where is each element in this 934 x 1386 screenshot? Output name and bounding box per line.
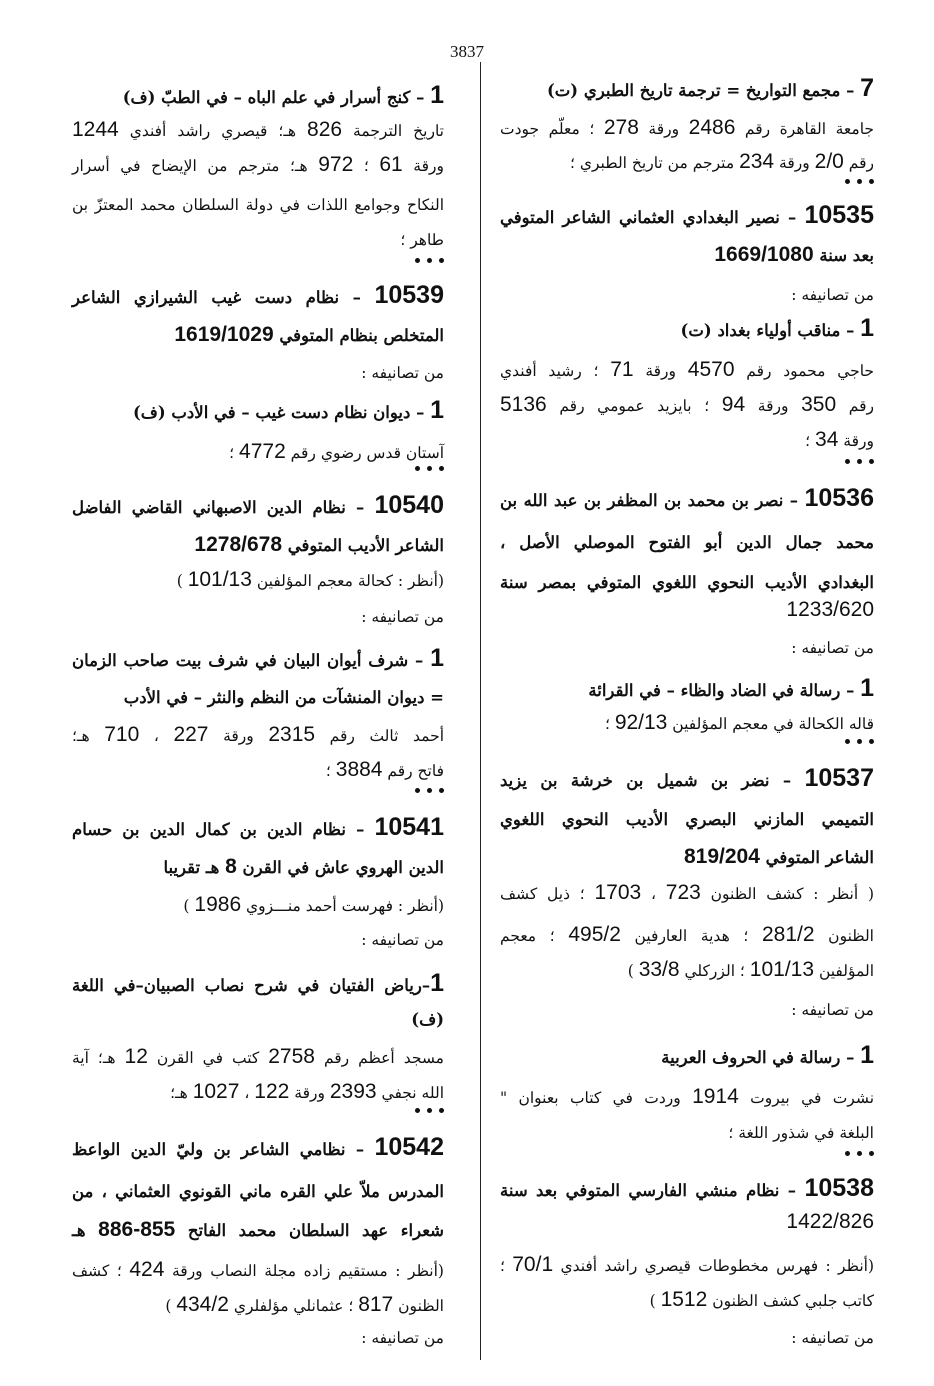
- right-column-heading-line: 1 – مناقب أولياء بغداد (ت): [680, 314, 874, 342]
- right-column-text-line: البلغة في شذور اللغة ؛: [728, 1124, 874, 1142]
- left-column-text-line: (أنظر : كحالة معجم المؤلفين 101/13 ): [176, 568, 444, 591]
- right-column-heading-line: بعد سنة 1669/1080: [714, 243, 874, 266]
- right-column-text-line: 1233/620: [786, 598, 874, 621]
- section-separator-dots: [845, 1151, 874, 1159]
- right-column-text-line: رقم 350 ورقة 94 ؛ بايزيد عمومي رقم 5136: [500, 393, 874, 416]
- left-column-heading-line: 1 – شرف أيوان البيان في شرف بيت صاحب الز…: [72, 644, 444, 672]
- left-column-text-line: أحمد ثالث رقم 2315 ورقة 227 ، 710 هـ؛: [72, 723, 444, 746]
- column-divider: [480, 62, 481, 1360]
- right-column-heading-line: 10536 – نصر بن محمد بن المظفر بن عبد الل…: [500, 484, 874, 512]
- right-column-text-line: المؤلفين 101/13 ؛ الزركلي 33/8 ): [627, 958, 874, 981]
- left-column-heading-line: 10541 – نظام الدين بن كمال الدين بن حسام: [72, 813, 444, 841]
- right-column-heading-line: التميمي المازني البصري الأديب النحوي الل…: [500, 810, 874, 829]
- left-column-heading-line: 1 – ديوان نظام دست غيب – في الأدب (ف): [132, 396, 444, 424]
- right-column-text-line: ( أنظر : كشف الظنون 723 ، 1703 ؛ ذيل كشف: [500, 881, 874, 904]
- left-column-text-line: الله نجفي 2393 ورقة 122 ، 1027 هـ؛: [170, 1080, 444, 1103]
- left-column-text-line: ورقة 61 ؛ 972 هـ؛ مترجم من الإيضاح في أس…: [72, 153, 445, 176]
- right-column-heading-line: 10535 – نصير البغدادي العثماني الشاعر ال…: [500, 201, 874, 229]
- page-number: 3837: [450, 42, 484, 61]
- right-column-heading-line: البغدادي الأديب النحوي اللغوي المتوفي بم…: [500, 573, 874, 592]
- section-separator-dots: [415, 466, 444, 474]
- left-column-heading-line: (ف): [411, 1010, 444, 1029]
- left-column-text-line: (أنظر : فهرست أحمد منـــزوي 1986 ): [183, 893, 444, 916]
- left-column-heading-line: 10540 – نظام الدين الاصبهاني القاضي الفا…: [72, 491, 444, 519]
- right-column-heading-line: 10537 – نضر بن شميل بن خرشة بن يزيد: [500, 764, 874, 792]
- left-column-heading-line: 1 – كنج أسرار في علم الباه – في الطبّ (ف…: [122, 81, 444, 109]
- right-column-text-line: نشرت في بيروت 1914 وردت في كتاب بعنوان ": [500, 1085, 875, 1108]
- right-column: 7 – مجمع التواريخ = ترجمة تاريخ الطبري (…: [500, 0, 874, 1386]
- left-column-heading-line: المتخلص بنظام المتوفي 1619/1029: [174, 323, 444, 346]
- left-column-text-line: من تصانيفه :: [361, 931, 444, 949]
- left-column-text-line: مسجد أعظم رقم 2758 كتب في القرن 12 هـ؛ آ…: [72, 1045, 444, 1068]
- left-column-text-line: آستان قدس رضوي رقم 4772 ؛: [229, 440, 444, 463]
- left-column-heading-line: الدين الهروي عاش في القرن 8 هـ تقريبا: [163, 855, 444, 878]
- right-column-heading-line: 1 – رسالة في الضاد والظاء – في القرائة: [588, 674, 874, 702]
- left-column-heading-line: المدرس ملاّ علي القره ماني القونوي العثم…: [72, 1182, 444, 1201]
- left-column-text-line: النكاح وجوامع اللذات في دولة السلطان محم…: [72, 196, 444, 214]
- right-column-heading-line: 7 – مجمع التواريخ = ترجمة تاريخ الطبري (…: [546, 74, 874, 102]
- left-column-text-line: الظنون 817 ؛ عثمانلي مؤلفلري 434/2 ): [165, 1293, 444, 1316]
- right-column-heading-line: 10538 – نظام منشي الفارسي المتوفي بعد سن…: [500, 1174, 874, 1202]
- left-column-heading-line: = ديوان المنشآت من النظم والنثر – في الأ…: [123, 688, 444, 707]
- right-column-text-line: من تصانيفه :: [791, 1001, 874, 1019]
- right-column-text-line: حاجي محمود رقم 4570 ورقة 71 ؛ رشيد أفندي: [500, 358, 874, 381]
- right-column-heading-line: محمد جمال الدين أبو الفتوح الموصلي الأصل…: [500, 533, 874, 552]
- right-column-text-line: من تصانيفه :: [791, 639, 874, 657]
- left-column: 1 – كنج أسرار في علم الباه – في الطبّ (ف…: [72, 0, 444, 1386]
- left-column-heading-line: 1–رياض الفتيان في شرح نصاب الصبيان–في ال…: [72, 969, 444, 997]
- left-column-text-line: من تصانيفه :: [361, 1329, 444, 1347]
- left-column-text-line: تاريخ الترجمة 826 هـ؛ قيصري راشد أفندي 1…: [72, 118, 444, 141]
- right-column-text-line: الظنون 281/2 ؛ هدية العارفين 495/2 ؛ معج…: [500, 923, 874, 946]
- right-column-heading-line: الشاعر المتوفي 819/204: [683, 845, 874, 868]
- right-column-text-line: من تصانيفه :: [791, 1329, 874, 1347]
- right-column-text-line: قاله الكحالة في معجم المؤلفين 92/13 ؛: [604, 711, 874, 734]
- section-separator-dots: [845, 739, 874, 747]
- left-column-text-line: فاتح رقم 3884 ؛: [325, 758, 444, 781]
- left-column-text-line: طاهر ؛: [400, 231, 444, 249]
- right-column-text-line: ورقة 34 ؛: [805, 428, 874, 451]
- right-column-text-line: جامعة القاهرة رقم 2486 ورقة 278 ؛ معلّم …: [500, 116, 875, 139]
- right-column-text-line: كاتب جلبي كشف الظنون 1512 ): [649, 1288, 874, 1311]
- left-column-heading-line: شعراء عهد السلطان محمد الفاتح 855-886 هـ: [72, 1218, 444, 1241]
- right-column-text-line: رقم 2/0 ورقة 234 مترجم من تاريخ الطبري ؛: [570, 150, 874, 173]
- right-column-text-line: من تصانيفه :: [791, 286, 874, 304]
- left-column-text-line: (أنظر : مستقيم زاده مجلة النصاب ورقة 424…: [72, 1258, 444, 1281]
- right-column-text-line: 1422/826: [786, 1210, 874, 1233]
- section-separator-dots: [415, 1108, 444, 1116]
- section-separator-dots: [845, 459, 874, 467]
- section-separator-dots: [845, 179, 874, 187]
- left-column-text-line: من تصانيفه :: [361, 608, 444, 626]
- section-separator-dots: [415, 258, 444, 266]
- section-separator-dots: [415, 788, 444, 796]
- left-column-text-line: من تصانيفه :: [361, 364, 444, 382]
- right-column-heading-line: 1 – رسالة في الحروف العربية: [661, 1041, 874, 1069]
- left-column-heading-line: 10542 – نظامي الشاعر بن وليّ الدين الواع…: [72, 1133, 444, 1161]
- right-column-text-line: (أنظر : فهرس مخطوطات قيصري راشد أفندي 70…: [500, 1253, 874, 1276]
- left-column-heading-line: 10539 – نظام دست غيب الشيرازي الشاعر: [72, 281, 444, 309]
- left-column-heading-line: الشاعر الأديب المتوفي 1278/678: [194, 533, 444, 556]
